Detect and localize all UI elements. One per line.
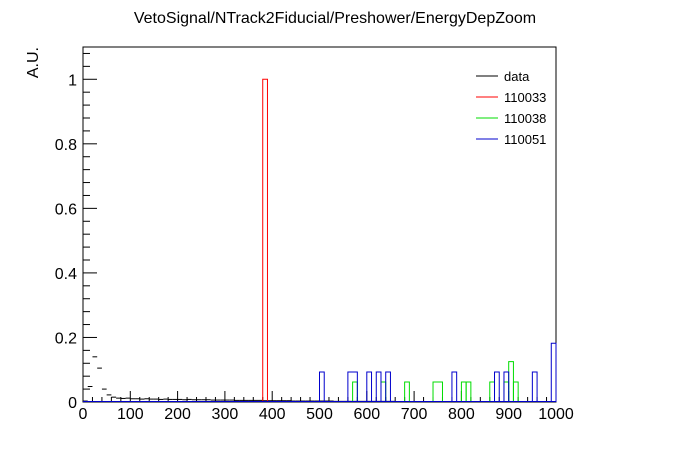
series-layer [83, 78, 557, 403]
histogram-bin [319, 371, 325, 402]
histogram-bin [366, 371, 373, 402]
histogram-bin [503, 371, 510, 402]
legend-label-data: data [504, 69, 530, 84]
legend-label-110033: 110033 [504, 90, 546, 105]
y-tick-label: 0.8 [55, 137, 77, 154]
histogram-bin [375, 371, 382, 402]
x-tick-label: 100 [117, 406, 144, 423]
histogram-bin [512, 381, 519, 402]
chart-title: VetoSignal/NTrack2Fiducial/Preshower/Ene… [134, 10, 536, 27]
histogram-bin [432, 381, 443, 402]
x-tick-label: 800 [448, 406, 475, 423]
histogram-bin [385, 371, 391, 402]
legend-label-110051: 110051 [504, 132, 546, 147]
histogram-bin [451, 371, 458, 402]
y-tick-label: 0.2 [55, 330, 77, 347]
y-axis-label: A.U. [25, 47, 42, 78]
histogram-bin [550, 342, 557, 402]
y-tick-label: 1 [68, 72, 77, 89]
x-tick-label: 400 [259, 406, 286, 423]
x-tick-label: 200 [164, 406, 191, 423]
histogram-bin [465, 381, 472, 402]
histogram-bin [531, 371, 538, 402]
legend: data 110033 110038 110051 [476, 69, 546, 147]
y-tick-label: 0.6 [55, 201, 77, 218]
histogram-bin [262, 78, 268, 402]
x-tick-label: 700 [401, 406, 428, 423]
x-tick-label: 300 [212, 406, 239, 423]
y-axis: 0 0.2 0.4 0.6 0.8 1 [55, 52, 97, 412]
x-tick-label: 500 [306, 406, 333, 423]
x-tick-label: 1000 [538, 406, 574, 423]
histogram-bin [494, 371, 500, 402]
x-axis: 0 100 200 300 400 500 600 700 800 900 1000 [79, 391, 574, 423]
x-tick-label: 0 [79, 406, 88, 423]
x-tick-label: 900 [495, 406, 522, 423]
legend-label-110038: 110038 [504, 111, 546, 126]
series-110051 [83, 342, 557, 402]
y-tick-label: 0 [68, 395, 77, 412]
histogram-bin [347, 371, 358, 402]
y-tick-label: 0.4 [55, 266, 77, 283]
x-tick-label: 600 [353, 406, 380, 423]
histogram-bin [404, 381, 410, 402]
